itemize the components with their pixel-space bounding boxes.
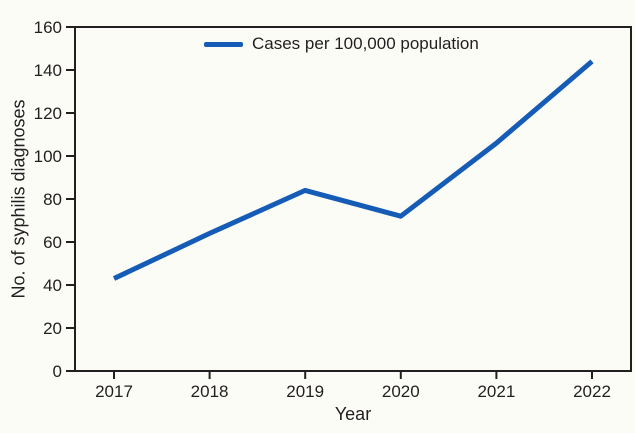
- x-axis-title: Year: [334, 404, 372, 424]
- y-tick-label: 0: [52, 361, 62, 381]
- x-tick-label: 2021: [477, 382, 516, 401]
- series-line: [112, 59, 594, 281]
- x-tick-label: 2018: [190, 382, 229, 401]
- x-tick-label: 2019: [286, 382, 325, 401]
- x-tick-label: 2022: [573, 382, 611, 401]
- y-tick-label: 20: [43, 318, 62, 338]
- y-tick-label: 160: [33, 17, 62, 37]
- y-tick-label: 80: [43, 189, 62, 209]
- x-tick-label: 2020: [381, 382, 420, 401]
- legend-line-swatch: [204, 41, 243, 47]
- legend-label: Cases per 100,000 population: [252, 34, 479, 53]
- x-tick-label: 2017: [95, 382, 133, 401]
- plot-frame: [74, 26, 632, 372]
- y-tick-label: 40: [43, 275, 62, 295]
- legend: Cases per 100,000 population: [204, 34, 479, 54]
- y-tick-label: 120: [33, 103, 62, 123]
- y-tick-label: 60: [43, 232, 62, 252]
- y-tick-label: 140: [33, 60, 62, 80]
- y-tick-label: 100: [33, 146, 62, 166]
